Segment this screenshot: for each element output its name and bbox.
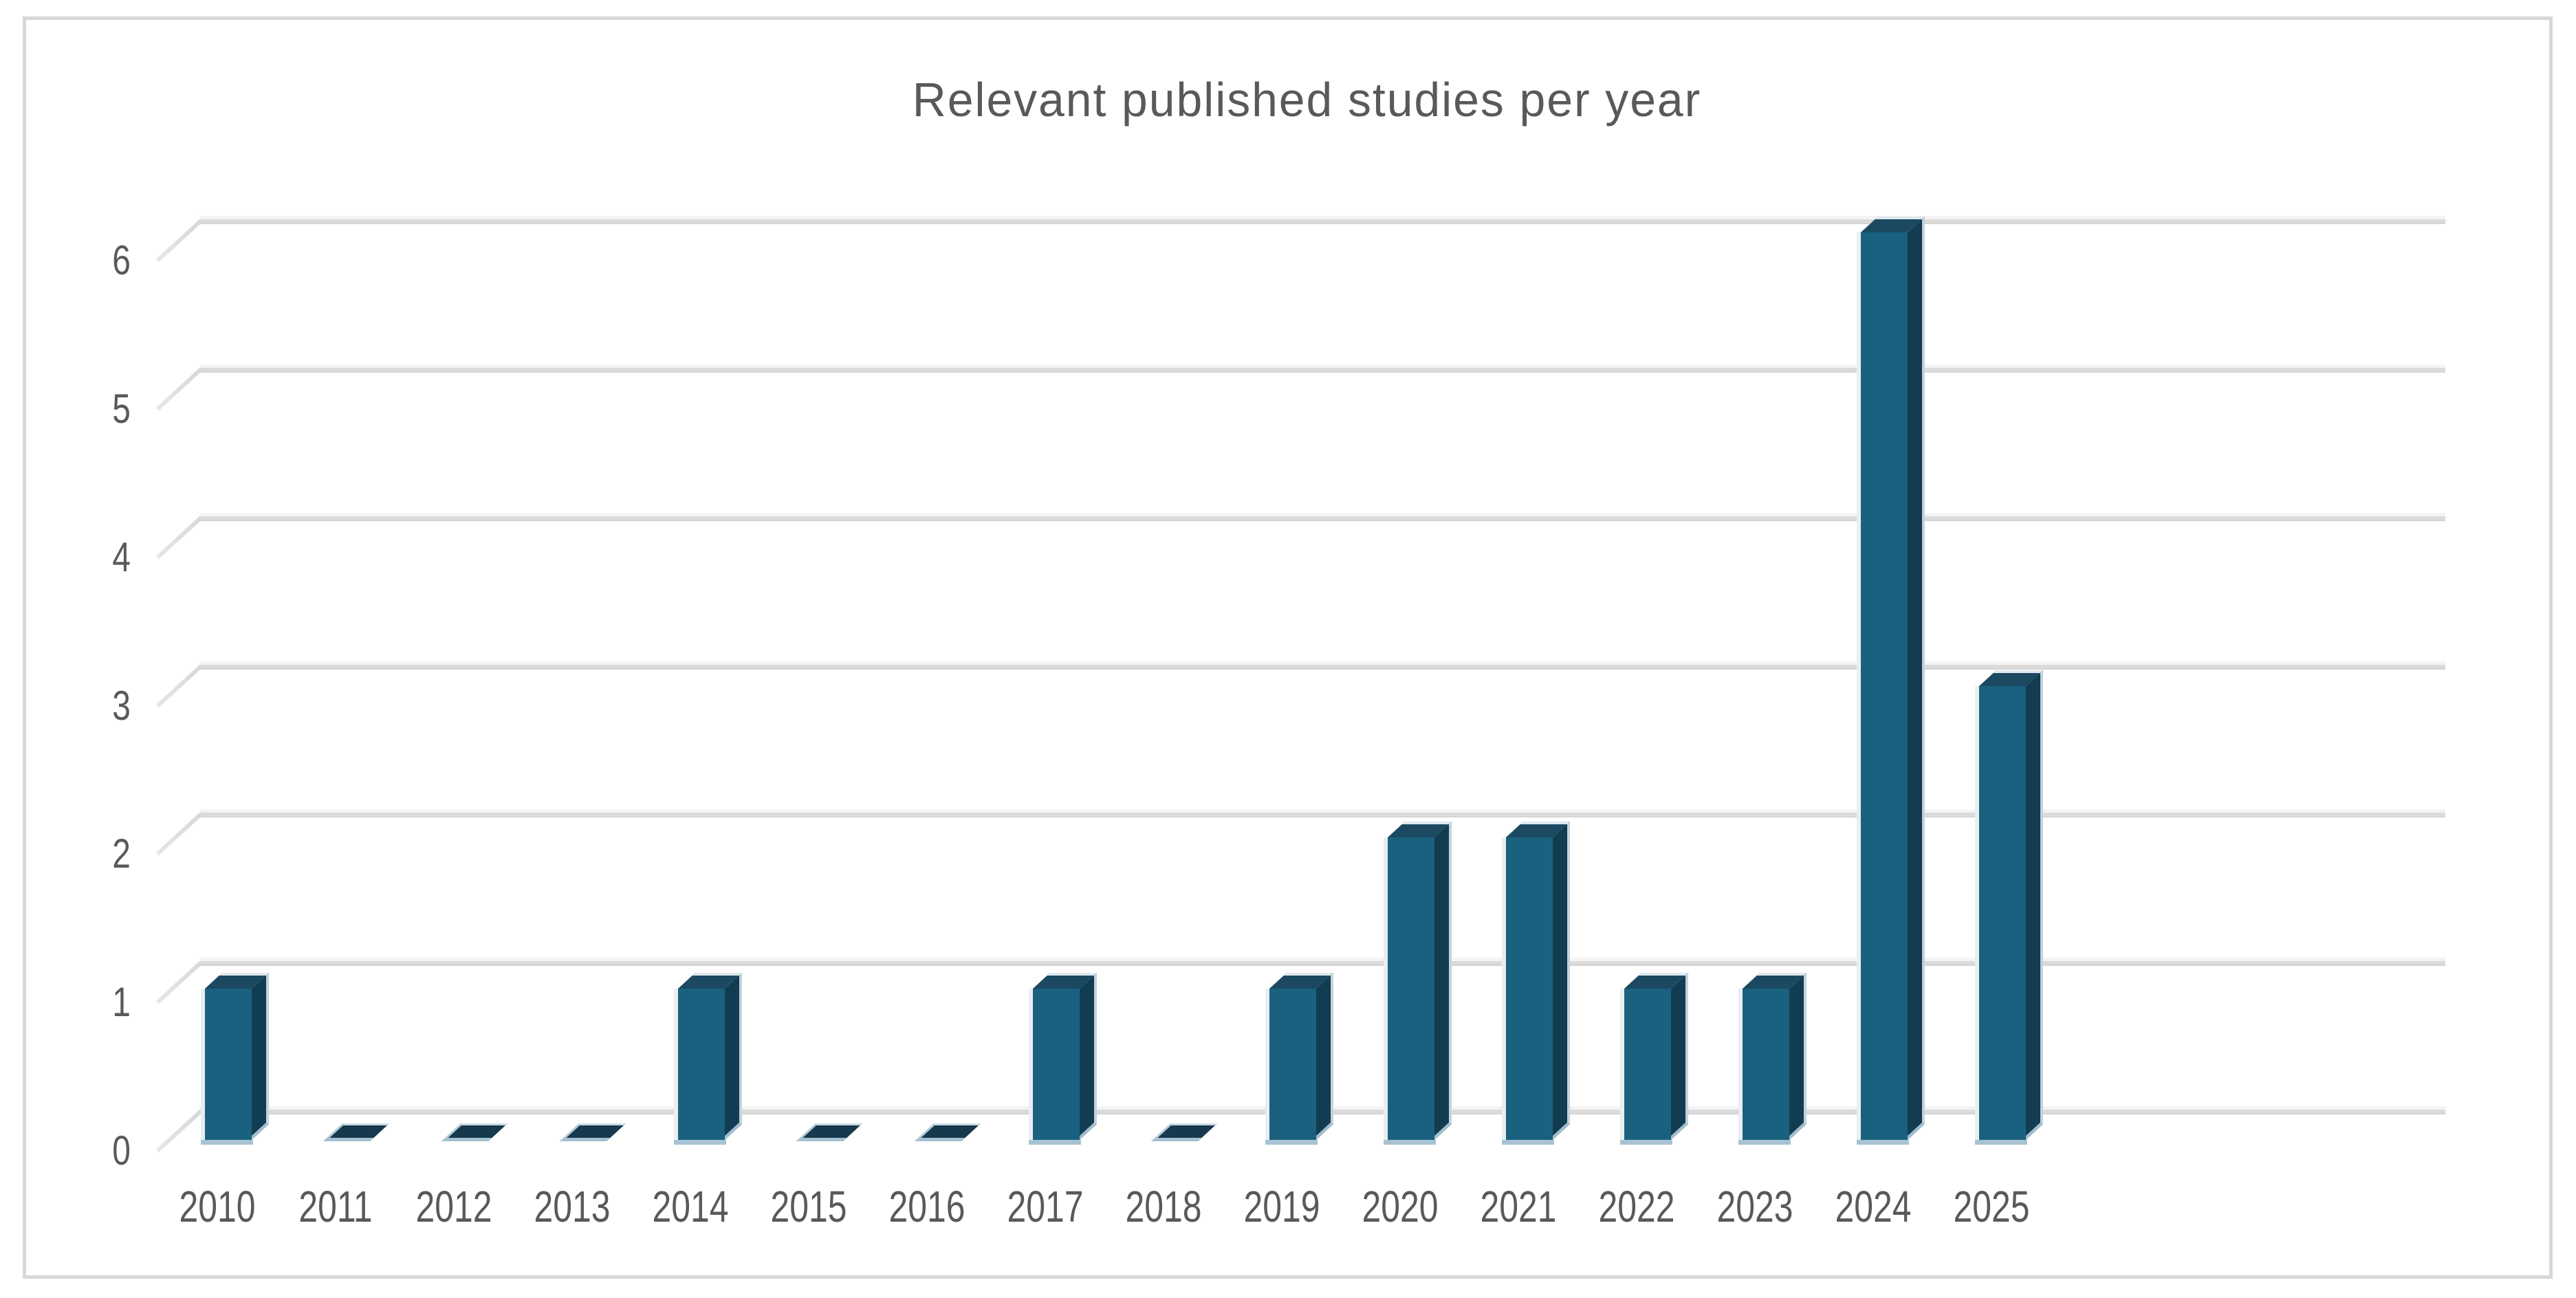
bar-2020-left-highlight	[1384, 837, 1388, 1140]
bar-2014-side-face	[725, 973, 742, 1140]
chart-title-text: Relevant published studies per year	[912, 73, 1701, 126]
bar-2025-front-face	[1979, 686, 2026, 1140]
y-axis-tick-label: 2	[112, 830, 131, 877]
bar-2024-left-highlight	[1857, 232, 1861, 1140]
gridline	[199, 809, 2445, 818]
bar-2019-bottom-highlight	[1265, 1140, 1318, 1145]
x-axis-label-2015: 2015	[770, 1182, 847, 1231]
x-axis-label-2010: 2010	[179, 1182, 256, 1231]
x-axis-label-2024: 2024	[1835, 1182, 1912, 1231]
gridline	[199, 661, 2445, 670]
bar-2019-front-face	[1269, 989, 1316, 1140]
bar-2010-bottom-highlight	[201, 1140, 253, 1145]
bar-2010-front-face	[205, 989, 252, 1140]
chart-border-frame	[23, 16, 2553, 1279]
bar-2021-side-face	[1553, 822, 1570, 1140]
x-axis-label-2021: 2021	[1480, 1182, 1557, 1231]
bar-2022-left-highlight	[1620, 989, 1624, 1140]
gridline	[199, 364, 2445, 373]
gridline	[199, 958, 2445, 967]
bar-2023-bottom-highlight	[1738, 1140, 1791, 1145]
chart-title: Relevant published studies per year	[37, 69, 2576, 131]
bar-2025-side-face	[2026, 670, 2043, 1140]
y-axis-tick-label: 5	[112, 386, 131, 432]
bar-2023-left-highlight	[1738, 989, 1743, 1140]
gridline	[199, 512, 2445, 521]
bar-2020-side-face	[1434, 822, 1452, 1140]
bar-2023-front-face	[1743, 989, 1789, 1140]
bar-2017-front-face	[1033, 989, 1080, 1140]
bar-2014-left-highlight	[674, 989, 678, 1140]
bar-2021-left-highlight	[1502, 837, 1506, 1140]
x-axis-label-2020: 2020	[1362, 1182, 1439, 1231]
x-axis-label-2016: 2016	[888, 1182, 965, 1231]
y-axis-tick-label: 3	[112, 682, 131, 729]
bar-2020-front-face	[1388, 837, 1434, 1140]
bar-2014-front-face	[678, 989, 725, 1140]
x-axis-label-2023: 2023	[1716, 1182, 1793, 1231]
bar-2010-left-highlight	[201, 989, 205, 1140]
bar-2017-left-highlight	[1029, 989, 1033, 1140]
bar-2019-side-face	[1316, 973, 1333, 1140]
bar-2023-side-face	[1789, 973, 1807, 1140]
bar-2010-side-face	[252, 973, 269, 1140]
x-axis-label-2022: 2022	[1598, 1182, 1675, 1231]
y-axis-tick-label: 4	[112, 534, 131, 580]
bar-2020-bottom-highlight	[1384, 1140, 1436, 1145]
x-axis-label-2019: 2019	[1243, 1182, 1320, 1231]
bar-2014-bottom-highlight	[674, 1140, 726, 1145]
bar-2017-bottom-highlight	[1029, 1140, 1081, 1145]
x-axis-label-2011: 2011	[298, 1182, 373, 1231]
bar-2025-left-highlight	[1975, 686, 1979, 1140]
x-axis-label-2018: 2018	[1125, 1182, 1202, 1231]
bar-2021-bottom-highlight	[1502, 1140, 1554, 1145]
bar-2024-front-face	[1861, 232, 1908, 1140]
bar-2021-front-face	[1506, 837, 1553, 1140]
x-axis-label-2014: 2014	[652, 1182, 729, 1231]
x-axis-label-2013: 2013	[534, 1182, 611, 1231]
y-axis-tick-label: 6	[112, 237, 131, 284]
bar-2022-bottom-highlight	[1620, 1140, 1672, 1145]
x-axis-label-2017: 2017	[1007, 1182, 1084, 1231]
bar-2024-side-face	[1908, 217, 1925, 1140]
bar-2025-bottom-highlight	[1975, 1140, 2027, 1145]
bar-2024-bottom-highlight	[1857, 1140, 1909, 1145]
y-axis-tick-label: 1	[112, 979, 131, 1026]
bar-2022-front-face	[1624, 989, 1671, 1140]
bar-2022-side-face	[1671, 973, 1688, 1140]
x-axis-label-2025: 2025	[1953, 1182, 2030, 1231]
x-axis-label-2012: 2012	[415, 1182, 492, 1231]
bar-2017-side-face	[1080, 973, 1097, 1140]
y-axis-tick-label: 0	[112, 1128, 131, 1174]
gridline	[199, 216, 2445, 225]
bar-2019-left-highlight	[1265, 989, 1269, 1140]
